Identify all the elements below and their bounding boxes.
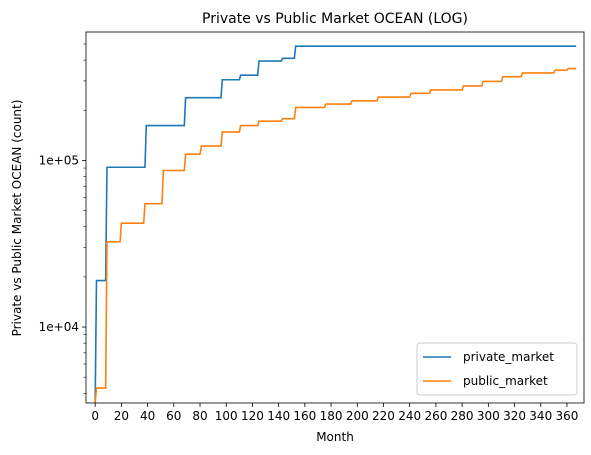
x-tick-label: 360 xyxy=(556,409,579,423)
x-tick-label: 20 xyxy=(114,409,129,423)
legend-label-private-market: private_market xyxy=(463,350,554,364)
x-tick-label: 40 xyxy=(140,409,155,423)
y-tick-label: 1e+04 xyxy=(39,320,79,334)
legend-box xyxy=(416,342,578,396)
chart-title: Private vs Public Market OCEAN (LOG) xyxy=(202,11,468,27)
series-layer xyxy=(94,45,577,404)
series-line-private-market xyxy=(94,45,577,404)
x-tick-label: 260 xyxy=(424,409,447,423)
y-axis: 1e+04 1e+05 xyxy=(39,43,86,394)
y-tick-label: 1e+05 xyxy=(39,153,79,167)
x-tick-label: 60 xyxy=(166,409,181,423)
x-tick-label: 80 xyxy=(192,409,207,423)
x-tick-label: 240 xyxy=(398,409,421,423)
x-tick-label: 220 xyxy=(372,409,395,423)
x-tick-label: 140 xyxy=(267,409,290,423)
x-axis: 0 20 40 60 80 100 120 140 160 180 200 220 240 260 280 3… xyxy=(91,403,578,423)
plot-frame xyxy=(85,31,585,404)
x-tick-label: 100 xyxy=(215,409,238,423)
legend-label-public-market: public_market xyxy=(463,374,548,388)
x-tick-label: 320 xyxy=(503,409,526,423)
x-tick-label: 280 xyxy=(451,409,474,423)
x-axis-title: Month xyxy=(316,430,354,444)
x-tick-label: 120 xyxy=(241,409,264,423)
x-tick-label: 180 xyxy=(320,409,343,423)
x-tick-label: 200 xyxy=(346,409,369,423)
y-axis-title: Private vs Public Market OCEAN (count) xyxy=(10,100,24,337)
x-tick-label: 300 xyxy=(477,409,500,423)
x-tick-label: 160 xyxy=(293,409,316,423)
x-tick-label: 0 xyxy=(91,409,99,423)
x-tick-label: 340 xyxy=(529,409,552,423)
series-line-public-market xyxy=(94,67,577,404)
legend: private_market public_market xyxy=(416,342,578,396)
